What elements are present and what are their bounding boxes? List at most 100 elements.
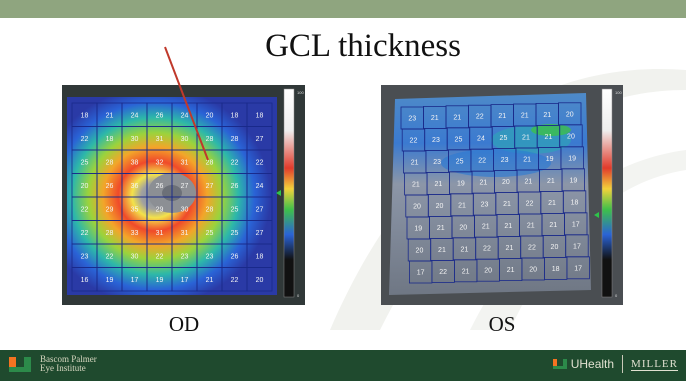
od-sector-value: 25 <box>231 206 239 213</box>
os-sector-value: 21 <box>453 114 461 121</box>
od-sector-value: 32 <box>156 159 164 166</box>
os-sector-value: 20 <box>529 267 537 274</box>
os-sector-value: 20 <box>413 204 421 211</box>
slide-title: GCL thickness <box>265 28 461 64</box>
os-thickness-map: 23 21 21 22 21 21 21 20 22 23 25 24 25 21 21 20 21 23 25 22… <box>381 85 623 305</box>
uhealth-text: UHealth <box>570 357 615 371</box>
os-sector-value: 20 <box>567 133 575 140</box>
os-sector-value: 20 <box>436 203 444 210</box>
os-sector-value: 21 <box>543 112 551 119</box>
od-sector-value: 28 <box>106 159 114 166</box>
od-sector-value: 35 <box>131 206 139 213</box>
os-sector-value: 21 <box>507 267 515 274</box>
os-sector-value: 20 <box>502 179 510 186</box>
od-sector-value: 20 <box>81 183 89 190</box>
od-sector-value: 30 <box>131 136 139 143</box>
os-sector-value: 20 <box>484 268 492 275</box>
od-sector-value: 27 <box>206 183 214 190</box>
os-sector-value: 17 <box>574 265 582 272</box>
od-sector-value: 19 <box>106 277 114 284</box>
od-sector-value: 28 <box>206 136 214 143</box>
os-sector-value: 19 <box>568 155 576 162</box>
od-sector-value: 23 <box>81 253 89 260</box>
od-thickness-map: 18 21 24 26 24 20 18 18 22 18 30 31 30 28 28 27 25 28 38 32… <box>62 85 305 305</box>
os-sector-value: 24 <box>477 136 485 143</box>
os-sector-value: 25 <box>500 135 508 142</box>
od-sector-value: 22 <box>256 159 264 166</box>
od-label: OD <box>168 312 200 336</box>
os-sector-value: 22 <box>478 158 486 165</box>
od-sector-value: 24 <box>256 183 264 190</box>
od-sector-value: 30 <box>181 136 189 143</box>
od-sector-value: 27 <box>256 136 264 143</box>
od-sector-value: 20 <box>206 112 214 119</box>
os-sector-value: 23 <box>481 202 489 209</box>
od-sector-value: 21 <box>106 112 114 119</box>
od-sector-value: 28 <box>231 136 239 143</box>
os-sector-value: 20 <box>459 224 467 231</box>
os-scale-max: 100 <box>615 90 622 95</box>
footer-logo-line2: Eye Institute <box>40 363 86 373</box>
od-sector-value: 26 <box>106 183 114 190</box>
od-sector-value: 22 <box>81 206 89 213</box>
od-sector-value: 38 <box>131 159 139 166</box>
od-sector-value: 36 <box>131 183 139 190</box>
od-sector-value: 30 <box>131 253 139 260</box>
os-sector-value: 21 <box>506 245 514 252</box>
uhealth-u-icon <box>552 359 567 369</box>
os-sector-value: 21 <box>503 201 511 208</box>
os-sector-value: 22 <box>483 246 491 253</box>
os-sector-value: 21 <box>437 225 445 232</box>
os-sector-value: 21 <box>527 223 535 230</box>
top-bar <box>0 0 686 18</box>
od-sector-value: 25 <box>206 230 214 237</box>
od-sector-value: 17 <box>131 277 139 284</box>
os-sector-value: 19 <box>414 226 422 233</box>
od-sector-value: 31 <box>156 230 164 237</box>
od-sector-value: 22 <box>81 230 89 237</box>
os-sector-value: 21 <box>431 115 439 122</box>
os-sector-value: 21 <box>545 134 553 141</box>
od-sector-value: 26 <box>231 183 239 190</box>
od-scale-min: 0 <box>297 293 300 298</box>
os-scale-min: 0 <box>615 293 618 298</box>
od-scale-max: 100 <box>297 90 304 95</box>
od-sector-value: 22 <box>81 136 89 143</box>
od-grid-cell <box>246 267 273 292</box>
bascom-palmer-logo: Bascom Palmer Eye Institute <box>8 355 97 373</box>
od-marker-icon <box>276 190 281 196</box>
od-sector-value: 20 <box>256 277 264 284</box>
os-sector-value: 19 <box>457 180 465 187</box>
od-sector-value: 17 <box>181 277 189 284</box>
od-sector-value: 27 <box>256 206 264 213</box>
od-sector-value: 18 <box>256 253 264 260</box>
os-sector-value: 21 <box>482 224 490 231</box>
os-sector-value: 19 <box>546 156 554 163</box>
os-sector-value: 21 <box>547 178 555 185</box>
od-sector-value: 28 <box>206 206 214 213</box>
os-sector-value: 21 <box>549 222 557 229</box>
od-sector-value: 24 <box>131 112 139 119</box>
os-sector-value: 22 <box>410 138 418 145</box>
od-sector-value: 19 <box>156 277 164 284</box>
od-sector-value: 29 <box>106 206 114 213</box>
os-sector-value: 22 <box>528 245 536 252</box>
os-sector-value: 18 <box>552 266 560 273</box>
od-sector-value: 22 <box>156 253 164 260</box>
od-sector-value: 18 <box>231 112 239 119</box>
os-sector-value: 21 <box>504 223 512 230</box>
os-sector-value: 19 <box>569 177 577 184</box>
os-sector-value: 22 <box>439 269 447 276</box>
os-sector-value: 21 <box>434 181 442 188</box>
od-sector-value: 26 <box>231 253 239 260</box>
os-sector-value: 17 <box>573 243 581 250</box>
od-sector-value: 16 <box>81 277 89 284</box>
os-sector-value: 23 <box>432 137 440 144</box>
od-sector-value: 22 <box>231 277 239 284</box>
od-sector-value: 31 <box>156 136 164 143</box>
os-sector-value: 21 <box>524 179 532 186</box>
os-sector-value: 21 <box>458 202 466 209</box>
od-sector-value: 29 <box>156 206 164 213</box>
os-label: OS <box>488 312 516 336</box>
